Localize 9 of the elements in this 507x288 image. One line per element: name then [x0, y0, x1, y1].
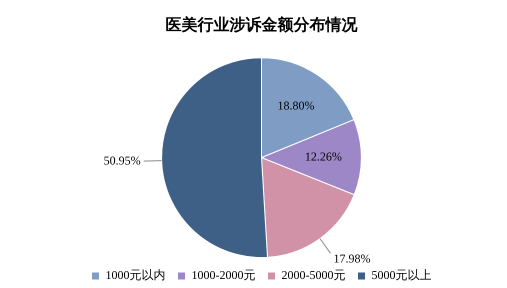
data-label: 50.95% [104, 153, 141, 168]
legend-label: 1000-2000元 [192, 268, 256, 282]
data-label: 12.26% [304, 149, 342, 164]
chart-title: 医美行业涉诉金额分布情况 [166, 14, 358, 34]
data-label: 17.98% [333, 251, 370, 266]
legend-label: 5000元以上 [371, 268, 432, 282]
legend-label: 1000元以内 [106, 268, 166, 282]
data-label: 18.80% [277, 98, 314, 112]
legend-label: 2000-5000元 [282, 268, 346, 282]
